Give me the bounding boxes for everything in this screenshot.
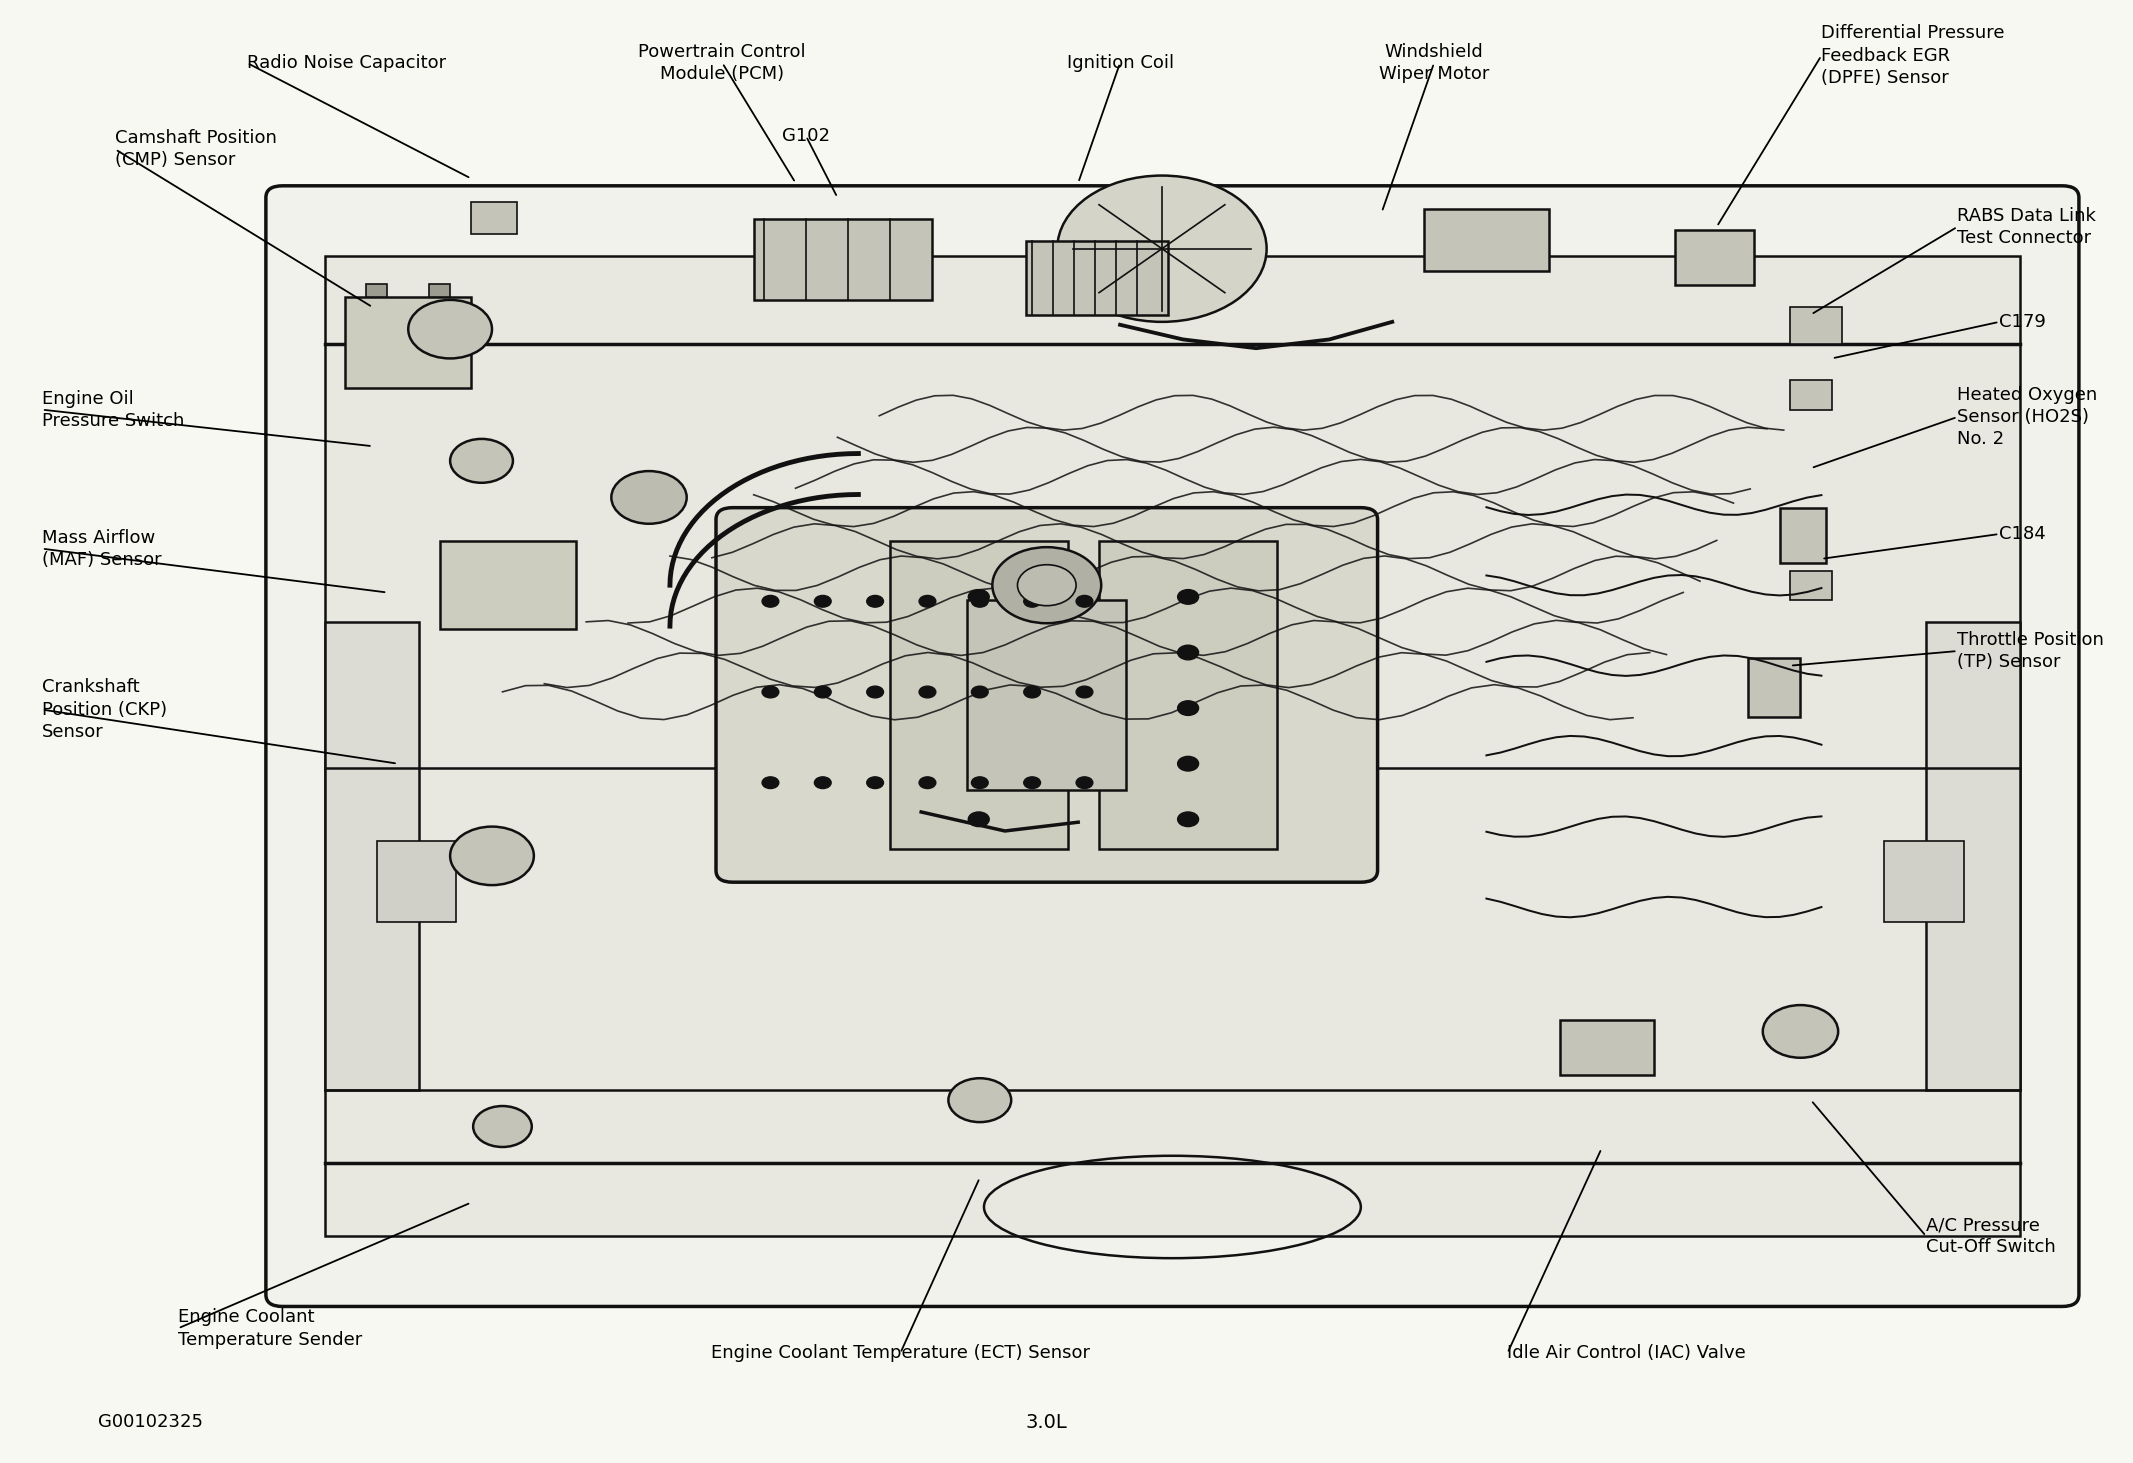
- Circle shape: [407, 300, 493, 358]
- Circle shape: [1024, 777, 1041, 789]
- Circle shape: [971, 777, 988, 789]
- Circle shape: [968, 756, 990, 771]
- Text: Engine Oil
Pressure Switch: Engine Oil Pressure Switch: [43, 389, 183, 430]
- Text: Windshield
Wiper Motor: Windshield Wiper Motor: [1378, 42, 1489, 83]
- Circle shape: [761, 777, 779, 789]
- Text: 3.0L: 3.0L: [1026, 1413, 1069, 1431]
- FancyBboxPatch shape: [267, 186, 2080, 1306]
- Circle shape: [1075, 686, 1092, 698]
- Circle shape: [866, 777, 883, 789]
- Bar: [1926, 622, 2020, 1090]
- Circle shape: [450, 827, 533, 885]
- Text: Engine Coolant Temperature (ECT) Sensor: Engine Coolant Temperature (ECT) Sensor: [710, 1344, 1090, 1362]
- Circle shape: [815, 777, 832, 789]
- Bar: [1790, 571, 1832, 600]
- Text: Differential Pressure
Feedback EGR
(DPFE) Sensor: Differential Pressure Feedback EGR (DPFE…: [1822, 25, 2005, 86]
- Bar: [346, 297, 471, 388]
- Bar: [367, 284, 388, 297]
- Circle shape: [1177, 645, 1199, 660]
- Text: Heated Oxygen
Sensor (HO2S)
No. 2: Heated Oxygen Sensor (HO2S) No. 2: [1958, 386, 2097, 448]
- Text: G00102325: G00102325: [98, 1413, 203, 1431]
- Circle shape: [866, 686, 883, 698]
- Bar: [1790, 380, 1832, 410]
- Bar: [889, 541, 1069, 849]
- Text: Idle Air Control (IAC) Valve: Idle Air Control (IAC) Valve: [1508, 1344, 1747, 1362]
- Circle shape: [1075, 595, 1092, 607]
- Text: A/C Pressure
Cut-Off Switch: A/C Pressure Cut-Off Switch: [1926, 1216, 2056, 1257]
- Circle shape: [1017, 565, 1075, 606]
- Bar: [378, 841, 456, 922]
- Bar: [1779, 508, 1826, 563]
- Circle shape: [815, 595, 832, 607]
- Bar: [429, 284, 450, 297]
- FancyBboxPatch shape: [717, 508, 1378, 882]
- Text: G102: G102: [783, 127, 830, 145]
- Circle shape: [992, 547, 1101, 623]
- Circle shape: [866, 595, 883, 607]
- Circle shape: [919, 595, 936, 607]
- Text: Camshaft Position
(CMP) Sensor: Camshaft Position (CMP) Sensor: [115, 129, 277, 170]
- Text: RABS Data Link
Test Connector: RABS Data Link Test Connector: [1958, 206, 2097, 247]
- Bar: [1559, 1020, 1653, 1075]
- Bar: [1790, 307, 1843, 344]
- Circle shape: [1177, 590, 1199, 604]
- Circle shape: [1024, 595, 1041, 607]
- Text: Radio Noise Capacitor: Radio Noise Capacitor: [247, 54, 446, 72]
- Circle shape: [474, 1106, 531, 1147]
- Circle shape: [919, 686, 936, 698]
- Circle shape: [612, 471, 687, 524]
- Bar: [439, 541, 576, 629]
- Text: Powertrain Control
Module (PCM): Powertrain Control Module (PCM): [638, 42, 806, 83]
- Bar: [1674, 230, 1755, 285]
- Text: Throttle Position
(TP) Sensor: Throttle Position (TP) Sensor: [1958, 631, 2105, 672]
- Circle shape: [919, 777, 936, 789]
- Text: Crankshaft
Position (CKP)
Sensor: Crankshaft Position (CKP) Sensor: [43, 679, 166, 740]
- Text: Ignition Coil: Ignition Coil: [1066, 54, 1173, 72]
- Bar: [471, 202, 516, 234]
- Circle shape: [1024, 686, 1041, 698]
- Bar: [1098, 541, 1278, 849]
- Text: Mass Airflow
(MAF) Sensor: Mass Airflow (MAF) Sensor: [43, 528, 162, 569]
- Text: C179: C179: [1999, 313, 2046, 331]
- Circle shape: [968, 645, 990, 660]
- Circle shape: [1762, 1005, 1839, 1058]
- Bar: [324, 622, 418, 1090]
- Circle shape: [971, 686, 988, 698]
- Bar: [753, 219, 932, 300]
- Bar: [966, 600, 1126, 790]
- Text: Engine Coolant
Temperature Sender: Engine Coolant Temperature Sender: [177, 1308, 363, 1349]
- Bar: [324, 256, 2020, 1236]
- Circle shape: [968, 701, 990, 715]
- Circle shape: [949, 1078, 1011, 1122]
- Circle shape: [761, 686, 779, 698]
- Circle shape: [450, 439, 512, 483]
- Circle shape: [761, 595, 779, 607]
- Circle shape: [968, 590, 990, 604]
- Bar: [1423, 209, 1549, 271]
- Circle shape: [971, 595, 988, 607]
- Text: C184: C184: [1999, 525, 2046, 543]
- Circle shape: [815, 686, 832, 698]
- Circle shape: [968, 812, 990, 827]
- Circle shape: [1075, 777, 1092, 789]
- Circle shape: [1177, 756, 1199, 771]
- Circle shape: [1177, 701, 1199, 715]
- Circle shape: [1177, 812, 1199, 827]
- Circle shape: [1058, 176, 1267, 322]
- Bar: [1883, 841, 1964, 922]
- Bar: [1026, 241, 1169, 315]
- Bar: [1749, 658, 1800, 717]
